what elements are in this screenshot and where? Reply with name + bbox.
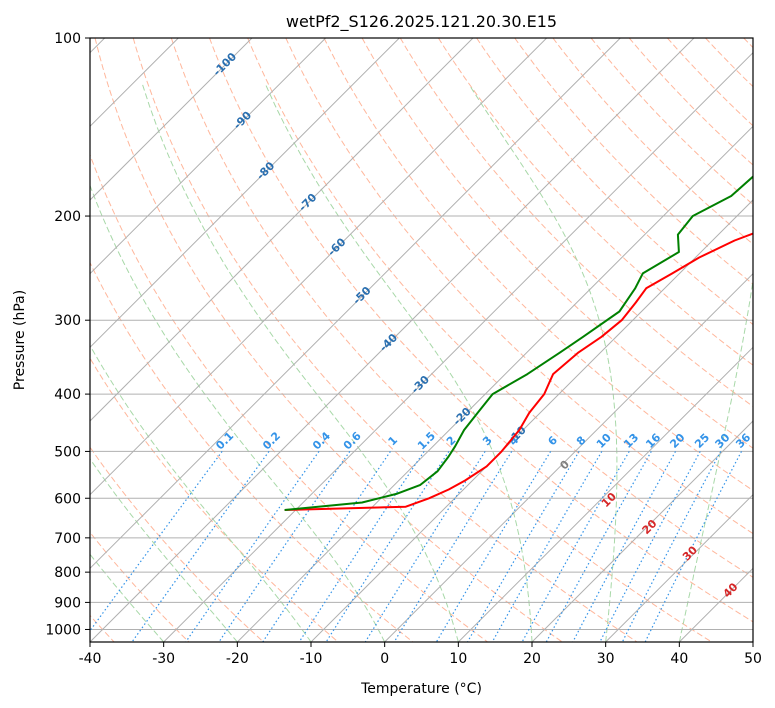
x-tick-label: 20 (523, 651, 541, 667)
x-tick-label: 40 (670, 651, 688, 667)
isobars (90, 38, 753, 630)
isotherm-line (90, 38, 695, 642)
moist-adiabat-line (90, 184, 386, 642)
x-tick-label: 30 (597, 651, 615, 667)
sounding-series (284, 175, 753, 511)
y-tick-label: 500 (54, 444, 81, 460)
moist-adiabat-line (265, 84, 533, 642)
y-tick-label: 800 (54, 565, 81, 581)
dry-adiabat-line (209, 38, 753, 623)
x-tick-label: 0 (380, 651, 389, 667)
dewpoint-profile-line (284, 175, 753, 511)
moist-adiabat-line (142, 84, 459, 642)
isotherm-line (90, 38, 253, 201)
x-tick-label: -40 (79, 651, 102, 667)
mixing-ratio-line (521, 451, 630, 642)
mixing-ratio-line (218, 451, 351, 642)
isotherm-line (457, 346, 753, 642)
isotherms (90, 38, 753, 642)
y-axis-label: Pressure (hPa) (12, 290, 28, 390)
isotherm-line (605, 493, 753, 642)
moist-adiabats (90, 84, 753, 642)
plot-frame (89, 37, 754, 643)
mixing-ratio-line (364, 451, 486, 642)
x-tick-label: -20 (226, 651, 249, 667)
isotherm-line (163, 51, 753, 642)
isotherm-line (531, 420, 753, 642)
dry-adiabats (90, 38, 753, 642)
moist-adiabat-line (678, 277, 753, 642)
mixing-ratio-line (435, 451, 552, 642)
y-tick-label: 1000 (45, 622, 81, 638)
y-tick-label: 900 (54, 595, 81, 611)
x-tick-label: 50 (744, 651, 762, 667)
mixing-ratio-line (325, 451, 450, 642)
y-tick-label: 600 (54, 491, 81, 507)
isotherm-line (90, 38, 474, 422)
mixing-ratio-line (466, 451, 580, 642)
isotherm-line (90, 38, 548, 496)
isotherm-line (90, 38, 400, 349)
mixing-ratio-line (545, 451, 652, 642)
dry-adiabat-line (399, 38, 753, 408)
mixing-ratio-line (491, 451, 603, 642)
mixing-ratio-line (621, 451, 722, 642)
mixing-ratio-line (90, 451, 223, 632)
isotherm-line (90, 38, 621, 570)
isotherm-line (236, 125, 753, 642)
moist-adiabat-line (90, 553, 165, 642)
x-tick-label: -10 (300, 651, 323, 667)
mixing-ratio-line (393, 451, 513, 642)
mixing-ratio-line (185, 451, 320, 642)
moist-adiabat-line (90, 458, 238, 642)
dry-adiabat-line (590, 38, 753, 206)
dry-adiabat-line (437, 38, 753, 366)
dry-adiabat-line (170, 38, 712, 642)
mixing-ratio-line (599, 451, 701, 642)
chart-title: wetPf2_S126.2025.121.20.30.E15 (286, 12, 557, 32)
y-tick-label: 300 (54, 313, 81, 329)
mixing-ratio-lines (90, 451, 743, 642)
isotherm-line (384, 272, 753, 642)
x-tick-label: -30 (152, 651, 175, 667)
y-tick-label: 100 (54, 31, 81, 47)
temperature-profile-line (284, 232, 753, 511)
dry-adiabat-line (90, 261, 414, 642)
isotherm-line (310, 199, 753, 642)
y-tick-label: 700 (54, 531, 81, 547)
dry-adiabat-line (628, 38, 753, 166)
x-axis-label: Temperature (°C) (360, 681, 482, 697)
dry-adiabat-line (247, 38, 753, 578)
x-tick-label: 10 (449, 651, 467, 667)
x-axis-ticks: -40 -30 -20 -10 0 10 20 30 40 50 (79, 642, 762, 667)
dry-adiabat-line (132, 38, 638, 642)
dry-adiabat-line (90, 446, 264, 642)
y-tick-label: 400 (54, 387, 81, 403)
dry-adiabat-line (361, 38, 753, 449)
dry-adiabat-line (94, 38, 563, 642)
moist-adiabat-line (468, 84, 618, 642)
dry-adiabat-line (514, 38, 753, 285)
dry-adiabat-line (476, 38, 753, 326)
y-axis-ticks: 100 200 300 400 500 600 700 800 900 1000 (45, 31, 90, 638)
isotherm-line (90, 38, 327, 275)
y-tick-label: 200 (54, 209, 81, 225)
mixing-ratio-line (572, 451, 677, 642)
moist-adiabat-line (90, 344, 312, 642)
